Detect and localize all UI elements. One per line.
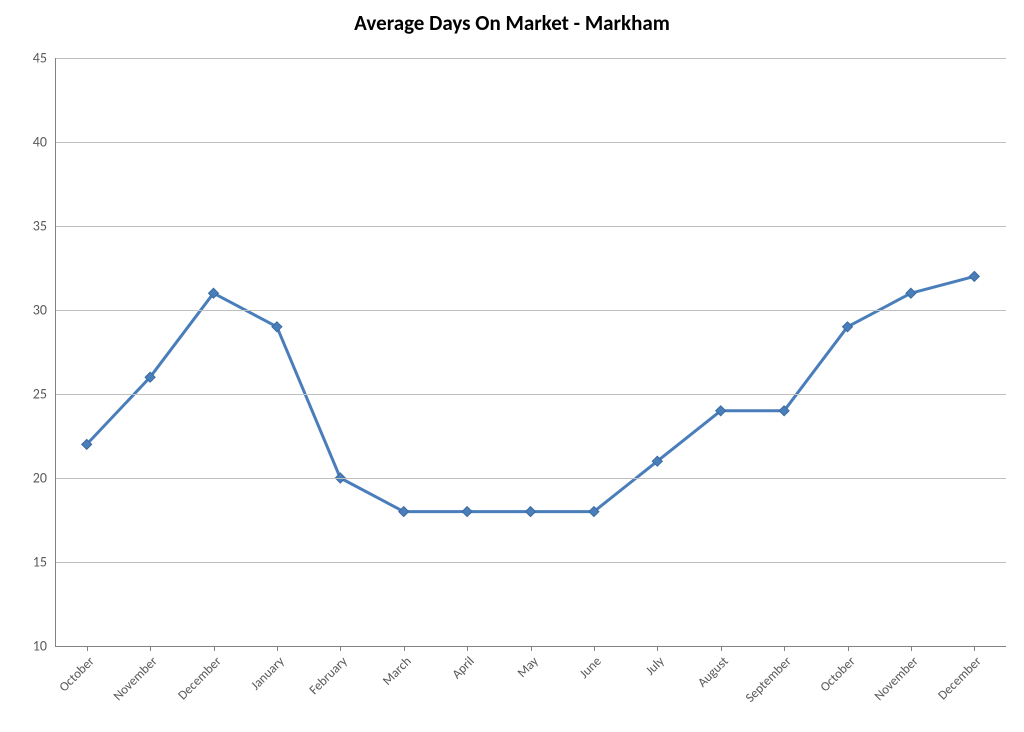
- gridline: [55, 142, 1006, 143]
- y-tick-label: 10: [33, 638, 55, 655]
- x-tick: [467, 646, 468, 651]
- x-tick: [974, 646, 975, 651]
- x-tick-label: February: [307, 654, 351, 698]
- x-tick-label: June: [577, 654, 605, 682]
- x-tick-label: November: [111, 654, 161, 704]
- x-tick-label: December: [936, 654, 985, 703]
- chart-title: Average Days On Market - Markham: [0, 10, 1024, 36]
- y-tick-label: 20: [33, 470, 55, 487]
- x-tick: [404, 646, 405, 651]
- x-tick: [848, 646, 849, 651]
- chart-container: Average Days On Market - Markham 1015202…: [0, 0, 1024, 732]
- x-tick-label: November: [872, 654, 922, 704]
- x-tick-label: December: [175, 654, 224, 703]
- line-series: [55, 58, 1006, 646]
- x-tick-label: October: [56, 654, 97, 695]
- plot-area: 1015202530354045OctoberNovemberDecemberJ…: [55, 58, 1006, 646]
- y-tick-label: 25: [33, 386, 55, 403]
- x-tick: [721, 646, 722, 651]
- gridline: [55, 310, 1006, 311]
- gridline: [55, 394, 1006, 395]
- x-tick: [657, 646, 658, 651]
- y-axis-line: [55, 58, 56, 646]
- x-tick-label: March: [380, 654, 415, 689]
- x-tick-label: October: [817, 654, 858, 695]
- x-tick-label: April: [450, 654, 478, 682]
- data-point-marker: [526, 507, 536, 517]
- x-tick: [340, 646, 341, 651]
- gridline: [55, 562, 1006, 563]
- y-tick-label: 45: [33, 50, 55, 67]
- x-tick: [531, 646, 532, 651]
- data-point-marker: [969, 271, 979, 281]
- x-tick-label: May: [514, 654, 541, 681]
- y-tick-label: 40: [33, 134, 55, 151]
- x-tick-label: August: [695, 654, 731, 690]
- x-tick: [594, 646, 595, 651]
- x-tick-label: September: [743, 654, 795, 706]
- gridline: [55, 58, 1006, 59]
- x-tick: [784, 646, 785, 651]
- gridline: [55, 478, 1006, 479]
- data-point-marker: [462, 507, 472, 517]
- x-tick: [214, 646, 215, 651]
- x-tick: [911, 646, 912, 651]
- x-tick: [150, 646, 151, 651]
- x-tick: [87, 646, 88, 651]
- x-tick-label: July: [643, 654, 668, 679]
- gridline: [55, 226, 1006, 227]
- x-tick-label: January: [248, 654, 287, 693]
- y-tick-label: 35: [33, 218, 55, 235]
- y-tick-label: 15: [33, 554, 55, 571]
- x-tick: [277, 646, 278, 651]
- y-tick-label: 30: [33, 302, 55, 319]
